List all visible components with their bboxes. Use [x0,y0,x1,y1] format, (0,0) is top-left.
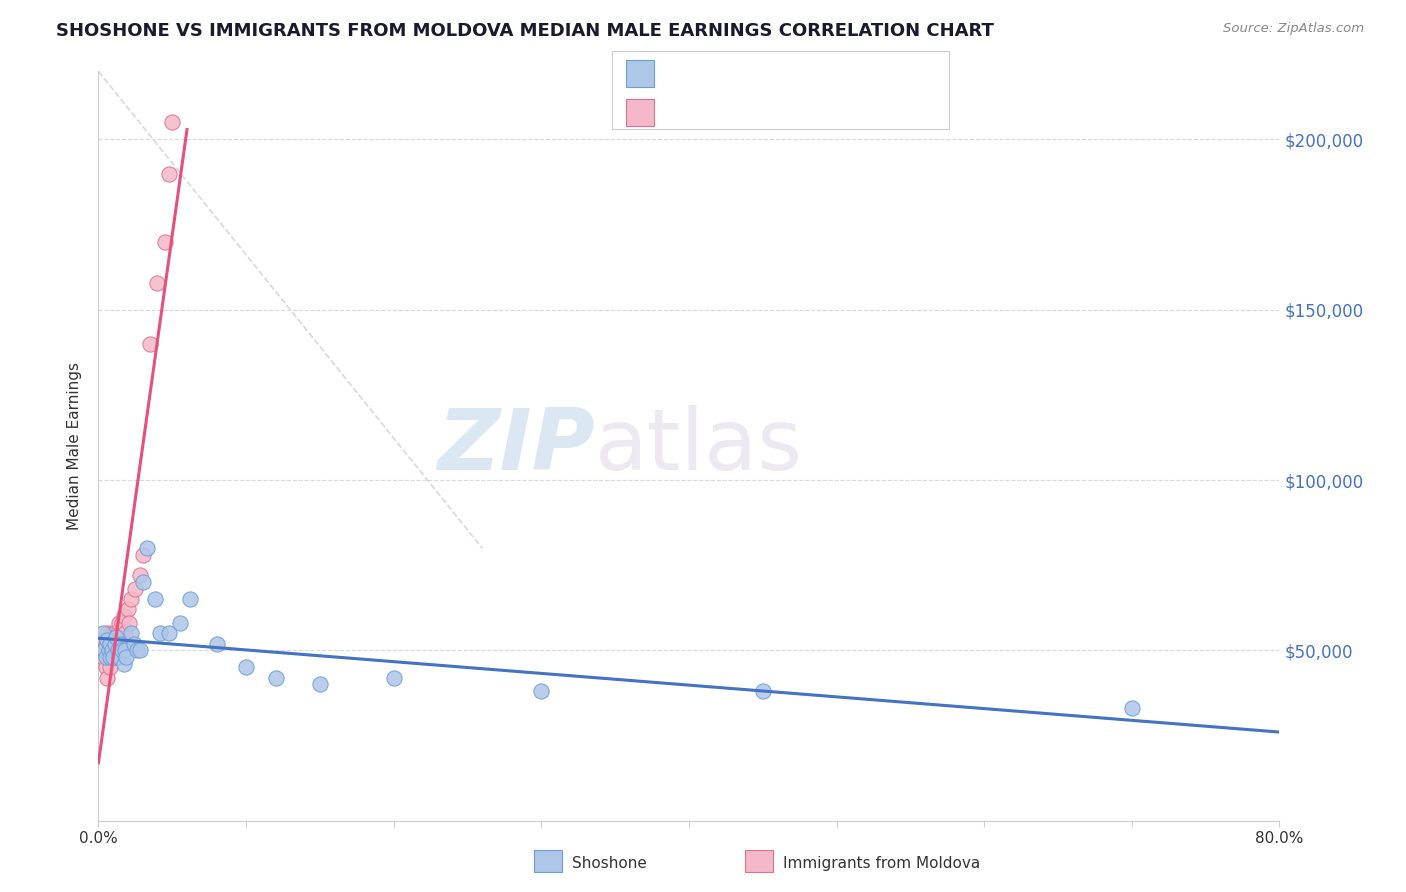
Point [114,643,136,657]
Point [264,671,287,685]
Point [105,630,128,644]
Point [128,568,150,582]
Text: Shoshone: Shoshone [572,856,647,871]
Point [115,650,138,665]
Point [91,650,114,665]
Text: Source: ZipAtlas.com: Source: ZipAtlas.com [1223,22,1364,36]
Point [103,636,125,650]
Point [100,643,122,657]
Point [132,548,155,562]
Point [98,636,121,650]
Point [153,235,176,249]
Point [96,633,118,648]
Point [96,671,118,685]
Point [97,643,120,657]
Point [104,626,127,640]
Point [179,592,201,607]
Point [93,643,115,657]
Point [157,626,180,640]
Point [105,643,128,657]
Text: R = -0.296   N = 37: R = -0.296 N = 37 [665,69,815,84]
Point [93,643,115,657]
Point [117,602,139,616]
Point [118,616,141,631]
Point [112,609,135,624]
Point [111,643,134,657]
Point [98,660,121,674]
Point [143,592,166,607]
Point [91,626,114,640]
Point [104,636,127,650]
Point [1121,701,1143,715]
Point [107,626,129,640]
Point [128,643,150,657]
Point [110,643,132,657]
Point [235,660,257,674]
Point [110,626,132,640]
Point [139,336,162,351]
Point [108,650,131,665]
Point [157,167,180,181]
Point [530,684,553,698]
Text: atlas: atlas [595,404,803,488]
Point [752,684,775,698]
Point [309,677,332,691]
Text: SHOSHONE VS IMMIGRANTS FROM MOLDOVA MEDIAN MALE EARNINGS CORRELATION CHART: SHOSHONE VS IMMIGRANTS FROM MOLDOVA MEDI… [56,22,994,40]
Point [108,636,131,650]
Point [100,626,122,640]
Point [103,650,125,665]
Point [104,636,127,650]
Point [114,626,136,640]
Y-axis label: Median Male Earnings: Median Male Earnings [67,362,83,530]
Point [136,541,159,556]
Point [122,636,145,650]
Point [169,616,191,631]
Point [97,636,120,650]
Point [107,643,129,657]
Point [125,643,148,657]
Point [94,636,117,650]
Text: Immigrants from Moldova: Immigrants from Moldova [783,856,980,871]
Point [205,636,228,650]
Point [107,636,129,650]
Point [115,636,138,650]
Point [120,626,142,640]
Point [382,671,405,685]
Point [108,616,131,631]
Point [98,643,121,657]
Point [111,616,134,631]
Point [96,626,118,640]
Point [112,657,135,671]
Point [120,592,142,607]
Point [110,636,132,650]
Point [105,650,128,665]
Point [132,575,155,590]
Point [94,650,117,665]
Text: R =  0.789   N = 39: R = 0.789 N = 39 [665,108,814,123]
Point [94,660,117,674]
Point [97,650,120,665]
Point [146,276,169,290]
Point [103,650,125,665]
Point [149,626,172,640]
Point [98,650,121,665]
Point [124,582,146,596]
Text: ZIP: ZIP [437,404,595,488]
Point [100,643,122,657]
Point [162,115,183,129]
